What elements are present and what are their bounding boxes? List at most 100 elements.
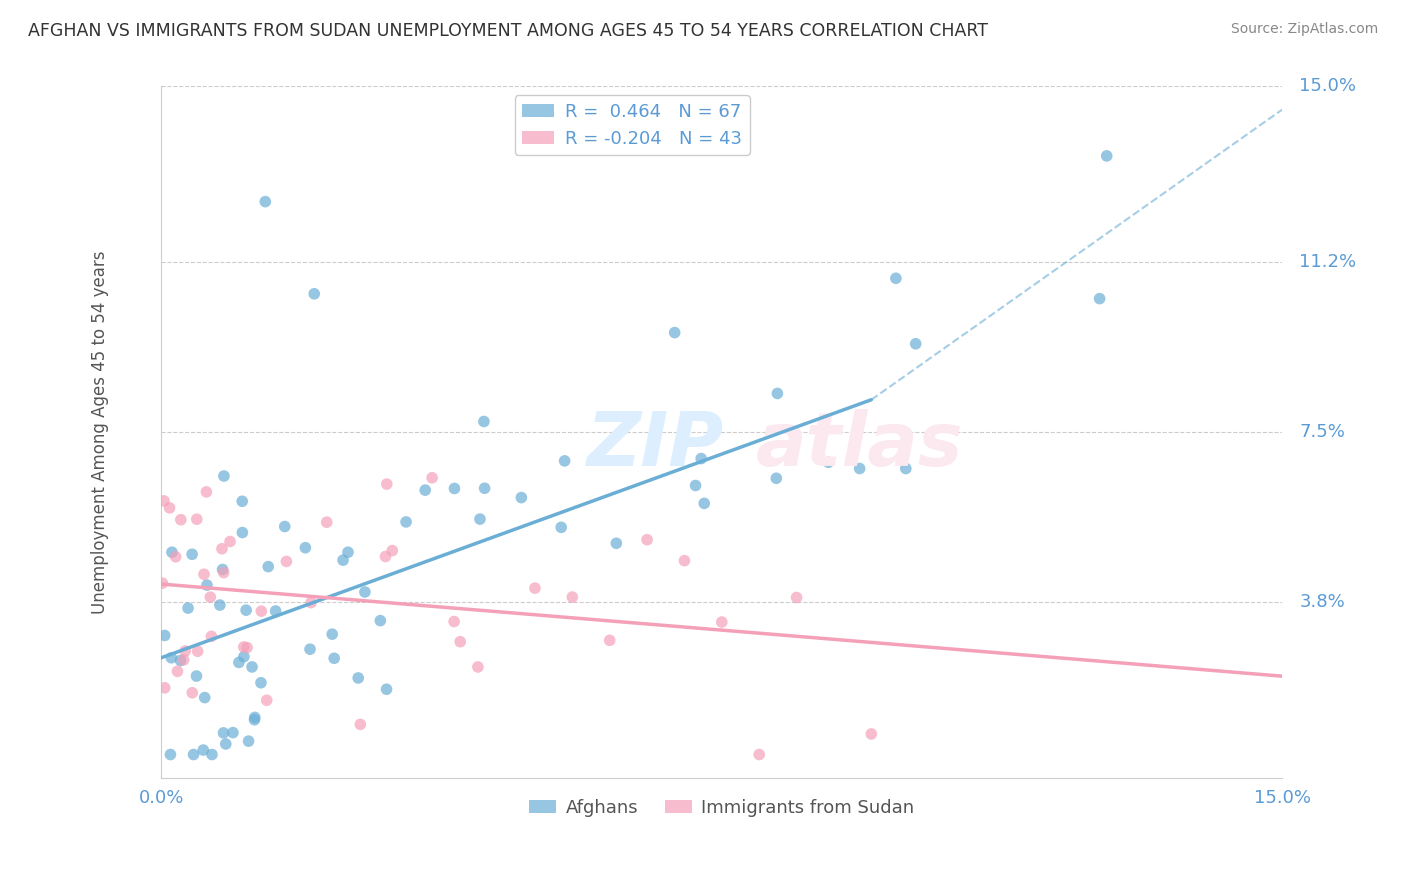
Point <box>685 478 707 492</box>
Point <box>860 727 883 741</box>
Point <box>187 644 209 658</box>
Point <box>228 656 250 670</box>
Text: Unemployment Among Ages 45 to 54 years: Unemployment Among Ages 45 to 54 years <box>90 251 108 614</box>
Point <box>323 651 346 665</box>
Point <box>894 461 917 475</box>
Point <box>1088 292 1111 306</box>
Point <box>302 286 325 301</box>
Point <box>174 644 197 658</box>
Point <box>250 675 273 690</box>
Point <box>315 515 337 529</box>
Point <box>153 681 176 695</box>
Point <box>177 601 200 615</box>
Point <box>347 671 370 685</box>
Point <box>884 271 907 285</box>
Point <box>332 553 354 567</box>
Point <box>381 543 404 558</box>
Point <box>673 554 696 568</box>
Point <box>195 484 218 499</box>
Point <box>194 690 217 705</box>
Point <box>349 717 371 731</box>
Point <box>599 633 621 648</box>
Point <box>250 604 273 618</box>
Point <box>181 547 204 561</box>
Text: 15.0%: 15.0% <box>1299 78 1357 95</box>
Point <box>690 451 713 466</box>
Point <box>200 590 222 604</box>
Point <box>152 576 174 591</box>
Point <box>370 614 392 628</box>
Point <box>375 477 398 491</box>
Point <box>561 590 583 604</box>
Point <box>235 603 257 617</box>
Point <box>693 496 716 510</box>
Point <box>236 640 259 655</box>
Point <box>153 628 176 642</box>
Point <box>238 734 260 748</box>
Point <box>467 660 489 674</box>
Point <box>374 549 396 564</box>
Point <box>299 596 322 610</box>
Point <box>231 525 253 540</box>
Point <box>201 747 224 762</box>
Point <box>748 747 770 762</box>
Point <box>219 534 242 549</box>
Point <box>786 591 808 605</box>
Text: Source: ZipAtlas.com: Source: ZipAtlas.com <box>1230 22 1378 37</box>
Point <box>354 585 377 599</box>
Point <box>183 747 205 762</box>
Point <box>766 386 789 401</box>
Point <box>337 545 360 559</box>
Point <box>254 194 277 209</box>
Point <box>276 554 298 568</box>
Point <box>274 519 297 533</box>
Point <box>211 541 233 556</box>
Point <box>664 326 686 340</box>
Point <box>443 615 465 629</box>
Point <box>256 693 278 707</box>
Point <box>395 515 418 529</box>
Point <box>298 642 321 657</box>
Point <box>523 581 546 595</box>
Point <box>472 415 495 429</box>
Point <box>257 559 280 574</box>
Text: 3.8%: 3.8% <box>1299 593 1346 612</box>
Text: 7.5%: 7.5% <box>1299 423 1346 441</box>
Point <box>169 653 191 667</box>
Point <box>420 471 443 485</box>
Point <box>181 686 204 700</box>
Legend: Afghans, Immigrants from Sudan: Afghans, Immigrants from Sudan <box>522 791 921 824</box>
Text: AFGHAN VS IMMIGRANTS FROM SUDAN UNEMPLOYMENT AMONG AGES 45 TO 54 YEARS CORRELATI: AFGHAN VS IMMIGRANTS FROM SUDAN UNEMPLOY… <box>28 22 988 40</box>
Point <box>193 743 215 757</box>
Point <box>375 682 398 697</box>
Point <box>159 747 181 762</box>
Point <box>222 725 245 739</box>
Text: ZIP: ZIP <box>588 409 724 483</box>
Point <box>240 660 263 674</box>
Point <box>193 567 215 582</box>
Point <box>212 726 235 740</box>
Point <box>165 549 187 564</box>
Point <box>1095 149 1118 163</box>
Point <box>554 454 576 468</box>
Point <box>468 512 491 526</box>
Point <box>636 533 658 547</box>
Point <box>264 604 287 618</box>
Point <box>208 598 231 612</box>
Point <box>166 665 188 679</box>
Point <box>215 737 238 751</box>
Point <box>321 627 343 641</box>
Point <box>710 615 733 629</box>
Point <box>605 536 627 550</box>
Point <box>904 336 927 351</box>
Text: 11.2%: 11.2% <box>1299 252 1357 270</box>
Point <box>449 634 471 648</box>
Point <box>159 500 181 515</box>
Point <box>443 482 465 496</box>
Text: atlas: atlas <box>755 409 963 483</box>
Point <box>212 566 235 580</box>
Point <box>510 491 533 505</box>
Point <box>294 541 316 555</box>
Point <box>160 650 183 665</box>
Point <box>173 653 195 667</box>
